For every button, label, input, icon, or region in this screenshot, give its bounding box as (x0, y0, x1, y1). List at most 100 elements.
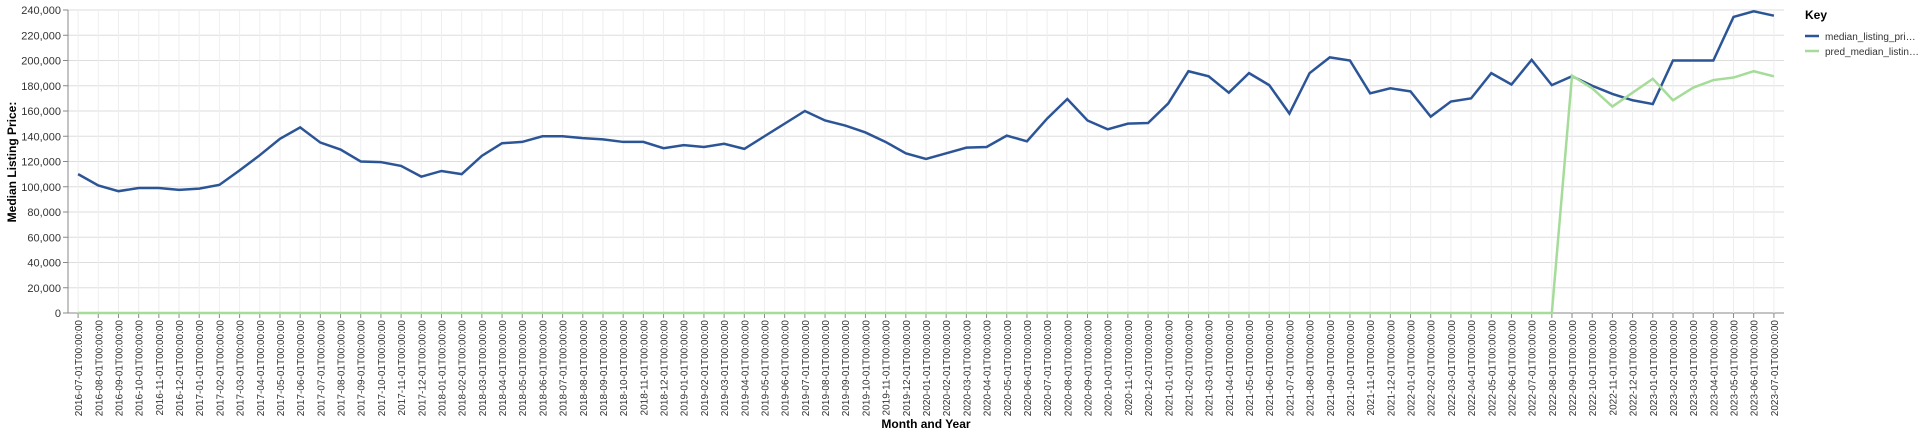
y-tick-label: 180,000 (21, 81, 61, 93)
x-tick-label: 2018-01-01T00:00:00 (437, 320, 448, 417)
legend-title: Key (1805, 8, 1827, 22)
x-tick-label: 2020-07-01T00:00:00 (1043, 320, 1054, 417)
x-tick-label: 2020-09-01T00:00:00 (1084, 320, 1095, 417)
y-tick-label: 200,000 (21, 56, 61, 68)
y-tick-label: 40,000 (27, 258, 61, 270)
x-tick-label: 2020-08-01T00:00:00 (1063, 320, 1074, 417)
y-tick-label: 140,000 (21, 131, 61, 143)
x-tick-label: 2020-05-01T00:00:00 (1003, 320, 1014, 417)
series-line (77, 9, 1775, 193)
x-tick-label: 2020-04-01T00:00:00 (983, 320, 994, 417)
x-tick-label: 2022-01-01T00:00:00 (1407, 320, 1418, 417)
x-tick-label: 2017-06-01T00:00:00 (296, 320, 307, 417)
x-tick-label: 2018-05-01T00:00:00 (518, 320, 529, 417)
y-tick-label: 80,000 (27, 207, 61, 219)
x-tick-label: 2017-03-01T00:00:00 (236, 320, 247, 417)
x-tick-label: 2020-10-01T00:00:00 (1104, 320, 1115, 417)
x-tick-label: 2021-03-01T00:00:00 (1205, 320, 1216, 417)
x-tick-label: 2021-05-01T00:00:00 (1245, 320, 1256, 417)
x-tick-label: 2017-02-01T00:00:00 (215, 320, 226, 417)
x-tick-label: 2023-04-01T00:00:00 (1709, 320, 1720, 417)
x-tick-label: 2017-09-01T00:00:00 (357, 320, 368, 417)
x-tick-label: 2018-11-01T00:00:00 (639, 320, 650, 416)
x-tick-label: 2018-09-01T00:00:00 (599, 320, 610, 417)
x-tick-label: 2017-01-01T00:00:00 (195, 320, 206, 417)
x-tick-label: 2016-08-01T00:00:00 (94, 320, 105, 417)
x-tick-label: 2021-10-01T00:00:00 (1346, 320, 1357, 417)
x-tick-label: 2016-12-01T00:00:00 (175, 320, 186, 417)
x-tick-label: 2022-05-01T00:00:00 (1487, 320, 1498, 417)
y-tick-label: 60,000 (27, 232, 61, 244)
x-tick-label: 2018-06-01T00:00:00 (538, 320, 549, 417)
x-tick-label: 2021-01-01T00:00:00 (1164, 320, 1175, 417)
x-tick-label: 2016-09-01T00:00:00 (114, 320, 125, 417)
x-tick-label: 2018-02-01T00:00:00 (458, 320, 469, 417)
y-tick-label: 20,000 (27, 283, 61, 295)
x-tick-label: 2019-05-01T00:00:00 (760, 320, 771, 417)
x-tick-label: 2019-08-01T00:00:00 (821, 320, 832, 417)
series-line (78, 69, 1775, 315)
x-tick-label: 2017-05-01T00:00:00 (276, 320, 287, 417)
x-tick-label: 2022-03-01T00:00:00 (1447, 320, 1458, 417)
x-tick-label: 2018-03-01T00:00:00 (478, 320, 489, 417)
x-tick-label: 2021-12-01T00:00:00 (1386, 320, 1397, 417)
legend-label: pred_median_listin… (1825, 47, 1919, 58)
x-tick-label: 2018-12-01T00:00:00 (660, 320, 671, 417)
x-tick-label: 2023-03-01T00:00:00 (1689, 320, 1700, 417)
x-tick-label: 2022-10-01T00:00:00 (1588, 320, 1599, 417)
x-tick-label: 2020-11-01T00:00:00 (1124, 320, 1135, 416)
x-tick-label: 2016-11-01T00:00:00 (155, 320, 166, 416)
x-tick-label: 2022-04-01T00:00:00 (1467, 320, 1478, 417)
y-tick-label: 240,000 (21, 5, 61, 17)
y-tick-label: 220,000 (21, 30, 61, 42)
x-tick-label: 2023-05-01T00:00:00 (1730, 320, 1741, 417)
x-tick-label: 2023-07-01T00:00:00 (1770, 320, 1781, 417)
y-tick-label: 0 (55, 308, 61, 320)
x-tick-label: 2021-06-01T00:00:00 (1265, 320, 1276, 417)
x-tick-label: 2018-08-01T00:00:00 (579, 320, 590, 417)
x-tick-label: 2019-04-01T00:00:00 (740, 320, 751, 417)
x-tick-label: 2017-10-01T00:00:00 (377, 320, 388, 417)
x-tick-label: 2019-09-01T00:00:00 (841, 320, 852, 417)
y-axis-title: Median Listing Price: (5, 102, 19, 223)
x-tick-label: 2017-12-01T00:00:00 (417, 320, 428, 417)
x-tick-label: 2019-11-01T00:00:00 (882, 320, 893, 416)
x-tick-label: 2019-06-01T00:00:00 (781, 320, 792, 417)
x-tick-label: 2019-03-01T00:00:00 (720, 320, 731, 417)
x-tick-label: 2017-11-01T00:00:00 (397, 320, 408, 416)
x-tick-label: 2017-04-01T00:00:00 (256, 320, 267, 417)
x-tick-label: 2017-07-01T00:00:00 (316, 320, 327, 417)
x-tick-label: 2016-10-01T00:00:00 (135, 320, 146, 417)
x-tick-label: 2020-06-01T00:00:00 (1023, 320, 1034, 417)
x-tick-label: 2016-07-01T00:00:00 (74, 320, 85, 417)
x-tick-label: 2017-08-01T00:00:00 (337, 320, 348, 417)
x-tick-label: 2018-04-01T00:00:00 (498, 320, 509, 417)
x-axis-title: Month and Year (881, 417, 970, 431)
x-tick-label: 2021-09-01T00:00:00 (1326, 320, 1337, 417)
x-tick-label: 2021-08-01T00:00:00 (1306, 320, 1317, 417)
y-tick-label: 120,000 (21, 157, 61, 169)
x-tick-label: 2019-07-01T00:00:00 (801, 320, 812, 417)
x-tick-label: 2019-10-01T00:00:00 (861, 320, 872, 417)
x-tick-label: 2019-02-01T00:00:00 (700, 320, 711, 417)
x-tick-label: 2022-11-01T00:00:00 (1608, 320, 1619, 416)
x-tick-label: 2023-02-01T00:00:00 (1669, 320, 1680, 417)
x-tick-label: 2018-10-01T00:00:00 (619, 320, 630, 417)
x-tick-label: 2020-12-01T00:00:00 (1144, 320, 1155, 417)
x-tick-label: 2018-07-01T00:00:00 (559, 320, 570, 417)
x-tick-label: 2020-01-01T00:00:00 (922, 320, 933, 417)
x-tick-label: 2021-02-01T00:00:00 (1184, 320, 1195, 417)
x-tick-label: 2020-02-01T00:00:00 (942, 320, 953, 417)
x-tick-label: 2021-07-01T00:00:00 (1285, 320, 1296, 417)
x-tick-label: 2022-08-01T00:00:00 (1548, 320, 1559, 417)
x-tick-label: 2019-12-01T00:00:00 (902, 320, 913, 417)
y-tick-label: 160,000 (21, 106, 61, 118)
x-tick-label: 2022-06-01T00:00:00 (1507, 320, 1518, 417)
x-tick-label: 2022-09-01T00:00:00 (1568, 320, 1579, 417)
x-tick-label: 2022-02-01T00:00:00 (1427, 320, 1438, 417)
x-tick-label: 2019-01-01T00:00:00 (680, 320, 691, 417)
x-tick-label: 2022-07-01T00:00:00 (1528, 320, 1539, 417)
x-tick-label: 2022-12-01T00:00:00 (1629, 320, 1640, 417)
